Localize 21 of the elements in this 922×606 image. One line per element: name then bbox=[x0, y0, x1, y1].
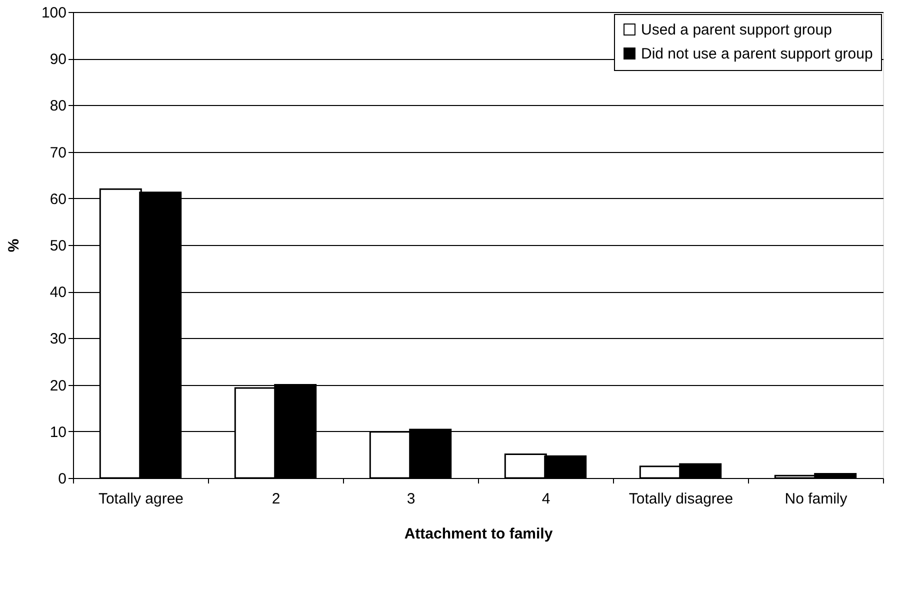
legend-label: Used a parent support group bbox=[641, 22, 832, 38]
y-axis-title: % bbox=[5, 238, 22, 252]
y-tick-label: 100 bbox=[41, 4, 66, 22]
y-tick-label: 60 bbox=[50, 190, 66, 208]
x-tick-label: 3 bbox=[406, 490, 416, 508]
y-tick-label: 70 bbox=[50, 144, 66, 162]
y-tick-label: 30 bbox=[50, 330, 66, 348]
legend-label: Did not use a parent support group bbox=[641, 46, 873, 62]
x-tick-label: 4 bbox=[542, 490, 550, 508]
y-tick-label: 0 bbox=[58, 470, 66, 488]
x-tick-label: No family bbox=[784, 490, 848, 508]
y-tick-label: 90 bbox=[50, 51, 66, 68]
y-tick-label: 40 bbox=[50, 284, 66, 302]
y-tick-label: 50 bbox=[50, 238, 66, 254]
y-tick-label: 80 bbox=[50, 98, 66, 115]
x-tick-label: Totally disagree bbox=[628, 490, 734, 508]
x-tick-label: 2 bbox=[272, 490, 280, 508]
x-tick-label: Totally agree bbox=[98, 490, 184, 508]
y-tick-label: 10 bbox=[50, 424, 66, 441]
x-axis-title: Attachment to family bbox=[404, 526, 554, 542]
y-tick-label: 20 bbox=[50, 377, 66, 394]
